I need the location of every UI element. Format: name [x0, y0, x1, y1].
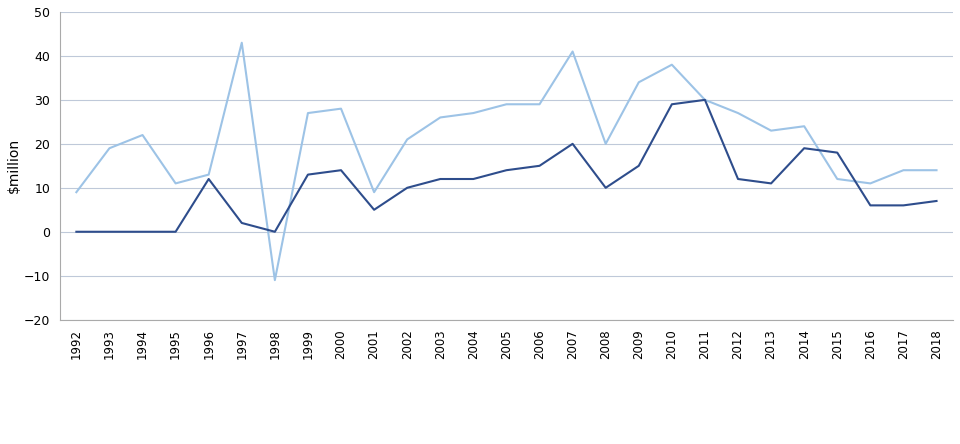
Profit [468, 111, 479, 116]
Profit [566, 49, 578, 54]
Profit [865, 181, 876, 186]
Profit [831, 176, 843, 182]
Profit [136, 132, 148, 138]
Profit [335, 106, 347, 111]
Dividend Amount [732, 176, 744, 182]
Dividend Amount [633, 163, 644, 168]
Dividend Amount [600, 185, 612, 190]
Profit [203, 172, 214, 177]
Profit [236, 40, 248, 45]
Profit [435, 115, 446, 120]
Dividend Amount [170, 229, 181, 234]
Dividend Amount [566, 141, 578, 147]
Dividend Amount [799, 146, 810, 151]
Dividend Amount [401, 185, 413, 190]
Profit [898, 167, 909, 173]
Dividend Amount [666, 102, 678, 107]
Profit [765, 128, 777, 133]
Dividend Amount [765, 181, 777, 186]
Dividend Amount [501, 167, 513, 173]
Profit [699, 97, 710, 103]
Profit [501, 102, 513, 107]
Profit [799, 123, 810, 129]
Dividend Amount [136, 229, 148, 234]
Profit [732, 111, 744, 116]
Profit [170, 181, 181, 186]
Profit [401, 137, 413, 142]
Dividend Amount [898, 203, 909, 208]
Profit [931, 167, 943, 173]
Y-axis label: $million: $million [7, 138, 21, 194]
Dividend Amount [931, 198, 943, 204]
Profit [633, 79, 644, 85]
Dividend Amount [104, 229, 115, 234]
Dividend Amount [302, 172, 314, 177]
Line: Dividend Amount: Dividend Amount [77, 100, 937, 232]
Dividend Amount [435, 176, 446, 182]
Dividend Amount [335, 167, 347, 173]
Profit [369, 190, 380, 195]
Dividend Amount [699, 97, 710, 103]
Dividend Amount [236, 220, 248, 226]
Dividend Amount [468, 176, 479, 182]
Dividend Amount [369, 207, 380, 212]
Profit [269, 278, 280, 283]
Dividend Amount [203, 176, 214, 182]
Dividend Amount [831, 150, 843, 155]
Dividend Amount [269, 229, 280, 234]
Dividend Amount [71, 229, 83, 234]
Profit [600, 141, 612, 147]
Profit [666, 62, 678, 67]
Profit [104, 146, 115, 151]
Profit [534, 102, 545, 107]
Line: Profit: Profit [77, 43, 937, 280]
Profit [302, 111, 314, 116]
Dividend Amount [534, 163, 545, 168]
Profit [71, 190, 83, 195]
Dividend Amount [865, 203, 876, 208]
